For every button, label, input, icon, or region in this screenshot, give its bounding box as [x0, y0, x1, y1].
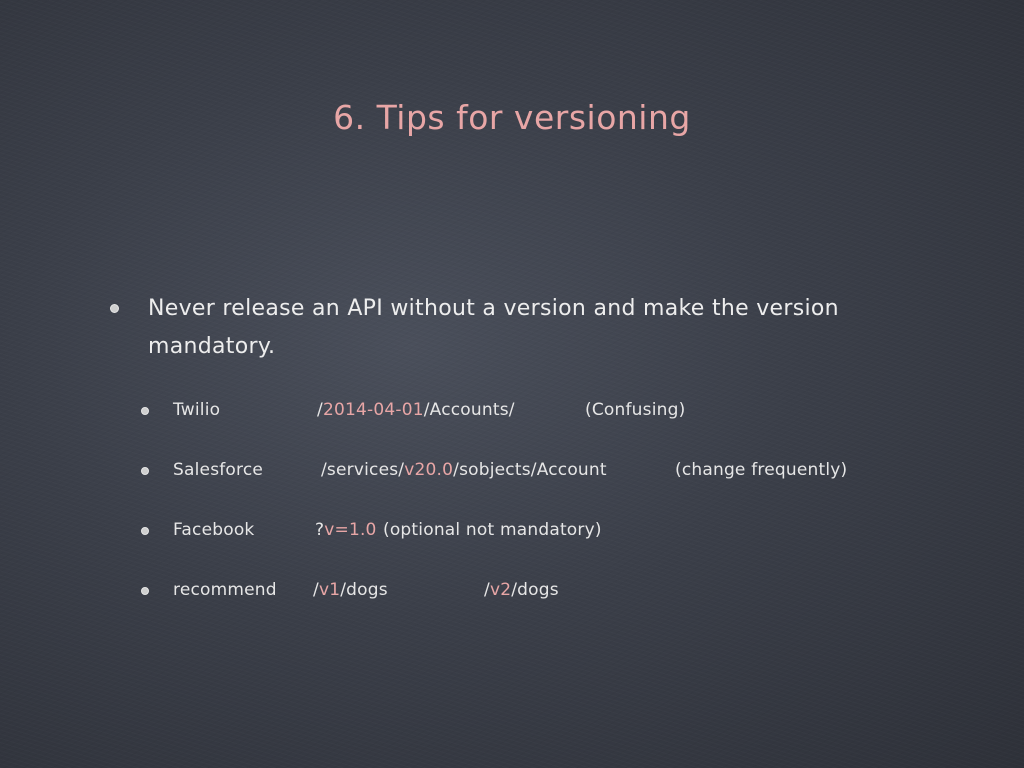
path-prefix: /services/: [321, 460, 405, 480]
item-path: /services/v20.0/sobjects/Account: [321, 460, 607, 480]
item-path-v1: /v1/dogs: [313, 580, 388, 600]
main-bullet: Never release an API without a version a…: [110, 290, 910, 366]
path-prefix: /: [317, 400, 323, 420]
item-note: (change frequently): [675, 460, 848, 480]
path-version: v1: [318, 580, 341, 600]
path-version: v2: [489, 580, 512, 600]
item-path: ?v=1.0: [315, 520, 377, 540]
path-suffix: /dogs: [511, 580, 559, 600]
bullet-icon: [141, 587, 149, 595]
path-suffix: /dogs: [340, 580, 388, 600]
item-name: recommend: [173, 580, 277, 600]
list-item-recommend: recommend /v1/dogs /v2/dogs: [141, 578, 921, 608]
item-note: (Confusing): [585, 400, 686, 420]
item-note: (optional not mandatory): [383, 520, 602, 540]
path-version: 2014-04-01: [322, 400, 424, 420]
path-prefix: /: [484, 580, 490, 600]
path-version: v=1.0: [324, 520, 377, 540]
list-item-salesforce: Salesforce /services/v20.0/sobjects/Acco…: [141, 458, 921, 488]
item-name: Facebook: [173, 520, 255, 540]
path-suffix: /sobjects/Account: [453, 460, 607, 480]
path-suffix: /Accounts/: [423, 400, 515, 420]
item-path-v2: /v2/dogs: [484, 580, 559, 600]
list-item-twilio: Twilio /2014-04-01/Accounts/ (Confusing): [141, 398, 921, 428]
path-version: v20.0: [404, 460, 454, 480]
bullet-icon: [110, 304, 119, 313]
bullet-icon: [141, 527, 149, 535]
path-prefix: /: [313, 580, 319, 600]
main-bullet-text: Never release an API without a version a…: [148, 296, 839, 359]
list-item-facebook: Facebook ?v=1.0 (optional not mandatory): [141, 518, 921, 548]
item-name: Twilio: [173, 400, 221, 420]
path-prefix: ?: [315, 520, 325, 540]
slide-title: 6. Tips for versioning: [333, 98, 691, 137]
item-name: Salesforce: [173, 460, 264, 480]
bullet-icon: [141, 467, 149, 475]
bullet-icon: [141, 407, 149, 415]
item-path: /2014-04-01/Accounts/: [317, 400, 515, 420]
